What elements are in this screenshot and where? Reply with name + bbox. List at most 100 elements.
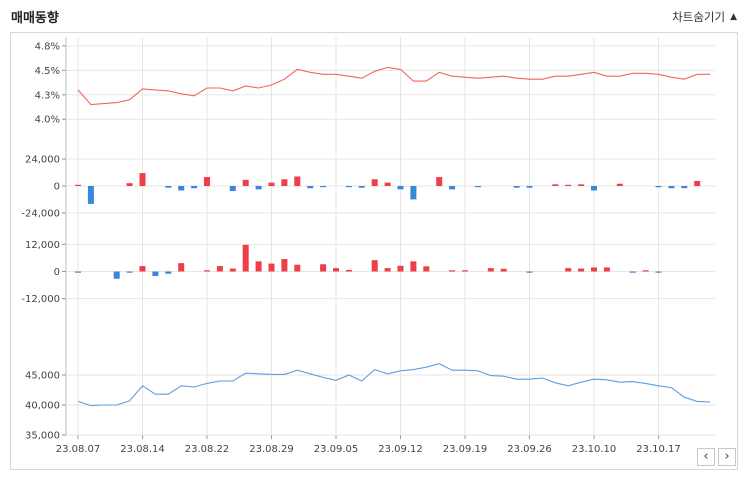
chart-hide-toggle[interactable]: 차트숨기기 ▲ [672, 9, 737, 25]
net-bar [165, 271, 172, 274]
net-bar [655, 271, 662, 273]
net-bar [320, 186, 327, 188]
x-tick-label: 23.08.07 [56, 444, 101, 455]
x-tick-label: 23.08.14 [120, 444, 165, 455]
net-bar [694, 180, 701, 186]
net-bar [152, 271, 159, 277]
net-bar [681, 186, 688, 189]
net-bar [216, 266, 223, 272]
net-bar [229, 268, 236, 272]
net-bar [126, 271, 133, 273]
net-bar [397, 186, 404, 190]
net-bar [371, 260, 378, 272]
net-bar [591, 267, 597, 272]
net-bar [526, 186, 533, 188]
net-bar [358, 186, 365, 188]
net-bar [307, 186, 314, 189]
rate-line [77, 66, 711, 106]
price-line [77, 363, 711, 407]
y-tick-label: 4.8% [35, 41, 60, 52]
y-tick-label: 12,000 [25, 240, 60, 251]
net-bar [462, 270, 468, 272]
net-bar [474, 186, 481, 188]
triangle-up-icon: ▲ [730, 12, 737, 22]
net-bar [139, 266, 146, 272]
net-bar [345, 186, 352, 188]
net-bar [320, 264, 327, 272]
net-bar [449, 270, 456, 272]
net-bar [255, 186, 262, 190]
net-bar [578, 268, 585, 272]
net-bar [526, 271, 533, 273]
net-bar [87, 186, 94, 204]
net-bar [113, 271, 120, 279]
net-bar [423, 266, 430, 272]
x-tick-label: 23.09.12 [378, 444, 423, 455]
y-tick-label: 0 [54, 267, 60, 278]
net-bar [178, 186, 185, 191]
net-bar [436, 177, 443, 186]
y-tick-label: -12,000 [21, 294, 60, 305]
net-bar [229, 186, 236, 192]
net-bar [629, 271, 636, 273]
y-tick-label: 4.0% [35, 115, 60, 126]
net-bar [268, 182, 275, 186]
net-bar [255, 261, 262, 272]
net-bar [178, 263, 185, 272]
chart-prev-button[interactable]: ‹ [697, 448, 715, 466]
net-bar [294, 264, 301, 272]
net-bar [668, 186, 675, 189]
net-bar [75, 184, 81, 186]
net-bar [397, 265, 404, 272]
x-tick-label: 23.08.22 [185, 444, 230, 455]
net-bar [565, 268, 572, 272]
net-bar [591, 186, 597, 191]
x-tick-label: 23.08.29 [249, 444, 294, 455]
y-tick-label: 40,000 [25, 401, 60, 412]
net-bar [281, 259, 288, 272]
net-bar [616, 183, 623, 186]
net-bar [410, 186, 417, 200]
y-tick-label: 4.3% [35, 90, 60, 101]
x-tick-label: 23.09.26 [507, 444, 552, 455]
net-bar [242, 244, 249, 272]
net-bar [204, 270, 210, 272]
net-bar [139, 173, 146, 186]
y-tick-label: 35,000 [25, 431, 60, 442]
y-tick-label: -24,000 [21, 208, 60, 219]
chart-frame [10, 32, 738, 470]
y-tick-label: 0 [54, 182, 60, 193]
net-bar [513, 186, 520, 188]
y-tick-label: 24,000 [25, 155, 60, 166]
net-bar [384, 268, 391, 272]
net-bar [410, 261, 417, 272]
net-bar [371, 179, 378, 186]
y-tick-label: 4.5% [35, 66, 60, 77]
net-bar [165, 186, 172, 188]
net-bar [204, 177, 210, 186]
net-bar [191, 186, 198, 189]
net-bar [642, 270, 649, 272]
net-bar [449, 186, 456, 190]
x-tick-label: 23.10.17 [636, 444, 681, 455]
net-bar [294, 176, 301, 186]
net-bar [552, 184, 559, 186]
net-bar [565, 184, 572, 186]
net-bar [281, 179, 288, 186]
net-bar [75, 271, 81, 273]
x-tick-label: 23.09.05 [314, 444, 359, 455]
net-bar [384, 182, 391, 186]
chart-next-button[interactable]: › [718, 448, 736, 466]
net-bar [603, 267, 610, 272]
net-bar [333, 268, 339, 272]
net-bar [126, 183, 133, 186]
net-bar [578, 184, 585, 186]
net-bar [655, 186, 662, 188]
x-tick-label: 23.10.10 [572, 444, 617, 455]
page-title: 매매동향 [11, 11, 59, 26]
net-bar [242, 179, 249, 186]
net-bar [345, 269, 352, 272]
net-bar [500, 268, 507, 272]
net-bar [268, 263, 275, 272]
